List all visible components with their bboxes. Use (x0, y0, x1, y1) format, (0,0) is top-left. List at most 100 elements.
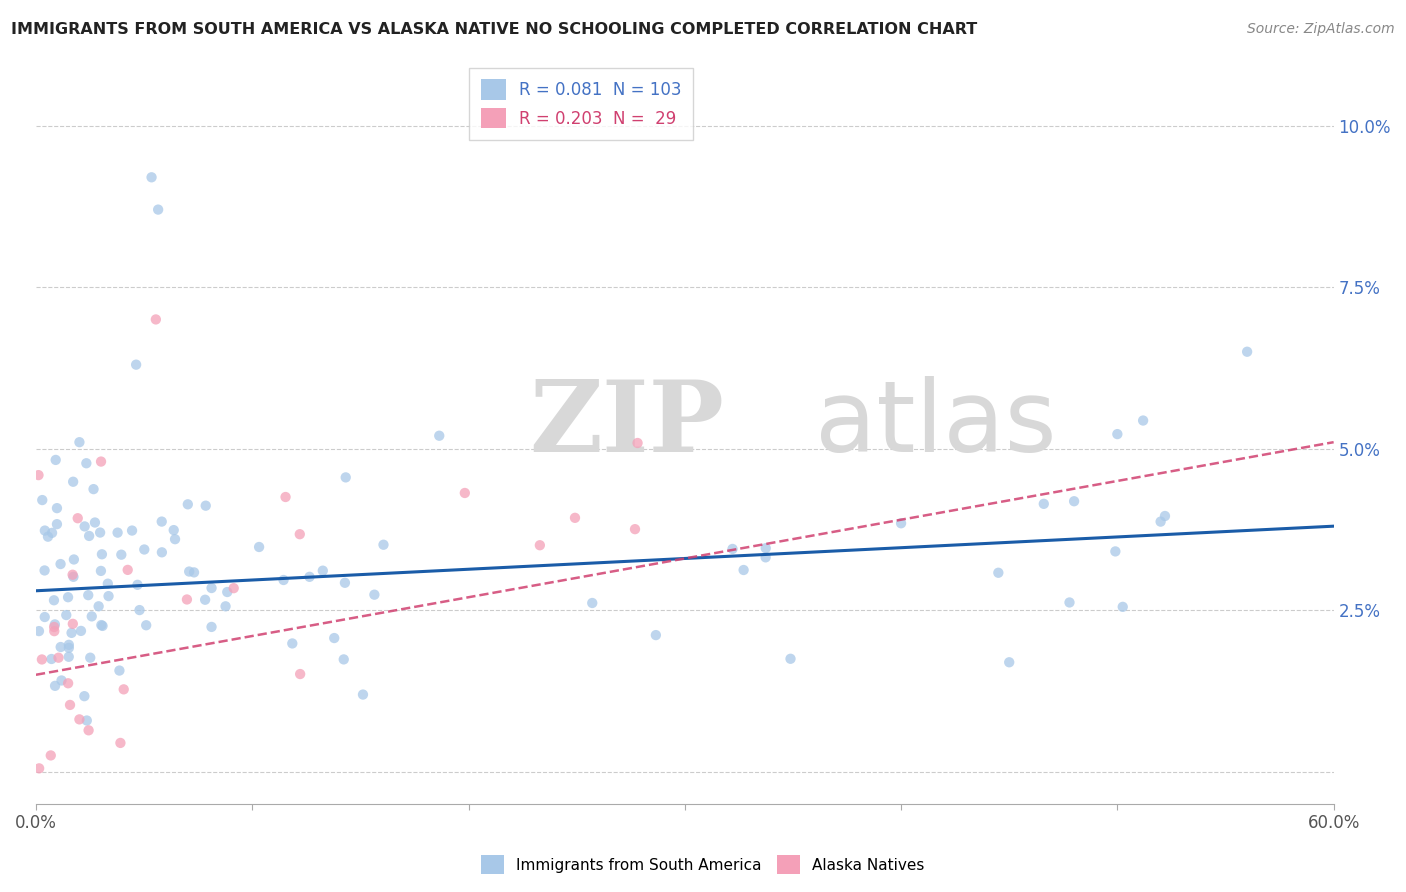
Point (91, 619, 114, 633)
Point (56, 591, 79, 605)
Point (110, 736, 132, 750)
Point (281, 636, 304, 650)
Legend: R = 0.081  N = 103, R = 0.203  N =  29: R = 0.081 N = 103, R = 0.203 N = 29 (468, 68, 693, 140)
Point (352, 688, 374, 702)
Point (60, 626, 83, 640)
Point (67, 435, 90, 450)
Text: IMMIGRANTS FROM SOUTH AMERICA VS ALASKA NATIVE NO SCHOOLING COMPLETED CORRELATIO: IMMIGRANTS FROM SOUTH AMERICA VS ALASKA … (11, 22, 977, 37)
Point (84, 516, 107, 530)
Point (624, 522, 647, 536)
Point (107, 525, 129, 540)
Point (312, 564, 335, 578)
Point (194, 499, 217, 513)
Point (44, 617, 66, 632)
Point (62, 570, 84, 584)
Point (454, 486, 477, 500)
Point (755, 550, 778, 565)
Point (163, 532, 186, 546)
Point (31, 652, 53, 666)
Point (194, 592, 217, 607)
Point (332, 652, 354, 666)
Point (97, 589, 120, 603)
Point (134, 542, 156, 557)
Point (34, 524, 56, 538)
Point (79, 650, 101, 665)
Point (150, 515, 173, 529)
Text: ZIP: ZIP (529, 376, 724, 473)
Point (335, 470, 357, 484)
Point (44, 679, 66, 693)
Point (37, 530, 59, 544)
Legend: Immigrants from South America, Alaska Natives: Immigrants from South America, Alaska Na… (475, 849, 931, 880)
Point (34, 564, 56, 578)
Point (55, 608, 77, 623)
Point (108, 664, 131, 678)
Point (83, 482, 105, 496)
Point (76, 714, 98, 728)
Point (31, 493, 53, 508)
Point (90, 618, 112, 632)
Point (1059, 595, 1081, 609)
Point (70, 624, 93, 638)
Point (58, 640, 80, 655)
Point (56, 676, 79, 690)
Point (288, 667, 311, 681)
Point (1154, 508, 1177, 523)
Text: Source: ZipAtlas.com: Source: ZipAtlas.com (1247, 22, 1395, 37)
Point (373, 538, 395, 552)
Point (28, 761, 51, 775)
Point (59, 698, 82, 712)
Point (90, 454, 112, 468)
Point (581, 596, 603, 610)
Point (110, 548, 132, 562)
Point (58, 649, 80, 664)
Point (163, 523, 186, 537)
Point (427, 428, 450, 442)
Point (1132, 413, 1154, 427)
Point (80, 609, 103, 624)
Point (217, 585, 239, 599)
Point (89, 525, 111, 540)
Text: atlas: atlas (814, 376, 1056, 473)
Point (150, 545, 173, 559)
Point (39, 748, 62, 763)
Point (1149, 515, 1171, 529)
Point (273, 573, 295, 587)
Point (183, 566, 205, 580)
Point (987, 566, 1010, 580)
Point (73, 519, 96, 533)
Point (63, 552, 86, 566)
Point (247, 540, 270, 554)
Point (1063, 494, 1085, 508)
Point (733, 563, 755, 577)
Point (28, 624, 51, 639)
Point (214, 599, 236, 614)
Point (49, 640, 72, 654)
Point (41, 652, 63, 666)
Point (45, 517, 67, 532)
Point (222, 581, 245, 595)
Point (176, 592, 198, 607)
Point (333, 575, 356, 590)
Point (67, 712, 90, 726)
Point (177, 497, 200, 511)
Point (274, 490, 297, 504)
Point (42, 620, 65, 634)
Point (97, 576, 120, 591)
Point (48, 650, 70, 665)
Point (721, 541, 744, 556)
Point (117, 563, 139, 577)
Point (112, 682, 135, 697)
Point (34, 610, 56, 624)
Point (127, 578, 149, 592)
Point (564, 511, 586, 525)
Point (41, 525, 63, 540)
Point (62, 567, 84, 582)
Point (77, 723, 100, 738)
Point (73, 689, 96, 703)
Point (77, 588, 100, 602)
Point (363, 588, 385, 602)
Point (125, 358, 148, 372)
Point (27, 468, 49, 483)
Point (87, 599, 110, 614)
